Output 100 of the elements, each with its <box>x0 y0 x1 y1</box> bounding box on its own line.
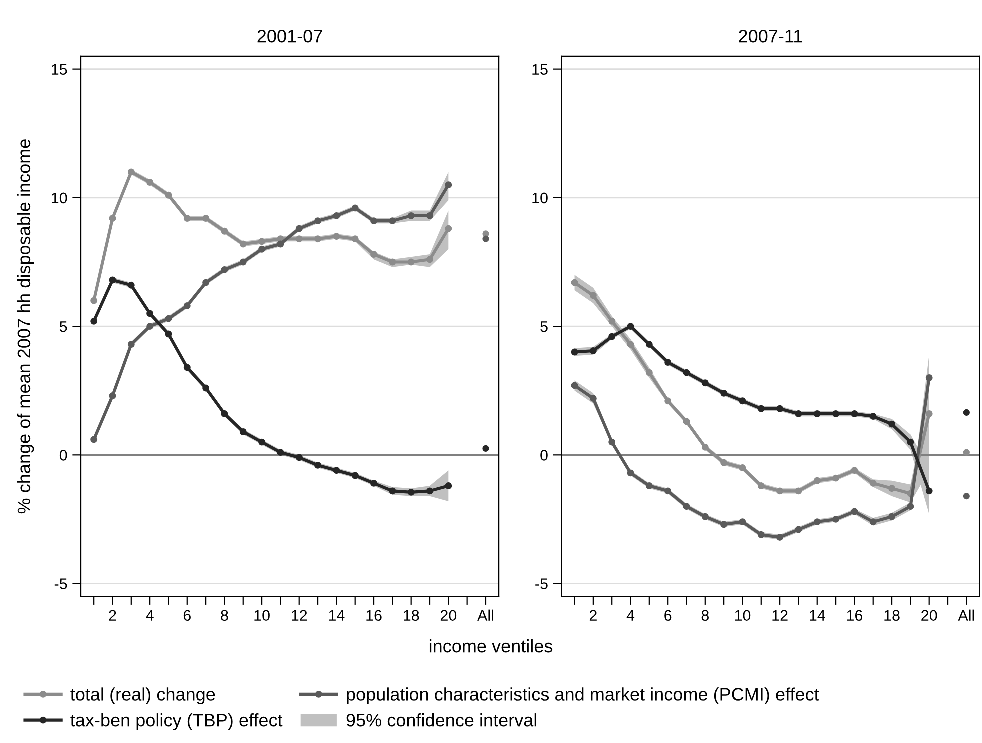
point <box>426 212 434 220</box>
point <box>277 240 284 248</box>
point <box>165 315 172 322</box>
chart-title: 2001-07 <box>258 30 322 43</box>
point <box>277 449 284 456</box>
point <box>571 348 578 356</box>
legend-label: total (real) change <box>70 688 216 704</box>
point <box>165 192 172 199</box>
point <box>832 410 840 418</box>
x-tick-label: 18 <box>404 610 420 622</box>
point <box>184 302 191 310</box>
point <box>370 251 378 258</box>
point <box>408 488 415 496</box>
point <box>333 233 340 240</box>
point <box>258 238 266 246</box>
point <box>702 380 709 387</box>
x-tick-label: 20 <box>440 610 457 622</box>
point <box>90 318 98 325</box>
point <box>814 518 821 526</box>
x-tick-label: 10 <box>735 610 751 622</box>
point <box>814 410 821 418</box>
point <box>240 240 247 248</box>
point <box>664 359 672 366</box>
point <box>758 405 765 412</box>
point <box>408 212 415 220</box>
point <box>963 409 970 416</box>
x-tick-label: 6 <box>664 610 672 622</box>
point <box>590 292 597 300</box>
x-tick-label: 8 <box>702 610 709 622</box>
point <box>202 215 210 222</box>
point <box>146 310 154 318</box>
point <box>758 531 765 538</box>
x-tick-label: 18 <box>884 610 900 622</box>
x-tick-label: 4 <box>626 610 635 621</box>
point <box>482 236 490 242</box>
point <box>221 266 228 274</box>
point <box>296 225 303 232</box>
point <box>739 518 746 526</box>
point <box>165 330 172 338</box>
point <box>926 488 933 495</box>
y-tick-label: -5 <box>54 578 68 590</box>
x-tick-label: 20 <box>922 610 938 622</box>
point <box>963 493 970 500</box>
point <box>926 374 933 382</box>
legend-label: population characteristics and market income (PCMI) effect <box>347 688 820 704</box>
x-tick-label: 8 <box>221 610 228 622</box>
point <box>128 341 135 348</box>
point <box>776 405 784 412</box>
point <box>795 488 802 495</box>
y-tick-label: -5 <box>536 578 548 590</box>
point <box>702 444 709 451</box>
point <box>445 482 452 490</box>
point <box>370 480 378 487</box>
point <box>296 454 303 462</box>
point <box>314 218 322 225</box>
point <box>888 420 896 428</box>
point <box>590 348 597 354</box>
point <box>814 477 821 484</box>
point <box>739 464 746 472</box>
point <box>627 470 634 477</box>
point <box>258 438 266 446</box>
point <box>870 413 877 420</box>
point <box>333 212 340 220</box>
x-tick-label: 2 <box>109 610 116 621</box>
point <box>221 228 228 235</box>
point <box>739 398 746 405</box>
point <box>445 182 452 189</box>
point <box>352 472 359 480</box>
point <box>664 488 672 495</box>
point <box>370 218 378 225</box>
x-tick-label: All <box>958 610 974 621</box>
x-tick-label: 14 <box>810 610 826 621</box>
point <box>128 168 135 176</box>
point <box>832 474 840 482</box>
point <box>795 526 802 534</box>
point <box>851 410 858 418</box>
point <box>646 369 653 376</box>
point <box>146 179 154 186</box>
point <box>702 513 709 520</box>
y-tick-label: 10 <box>52 192 68 204</box>
point <box>240 258 247 266</box>
point <box>683 503 690 510</box>
x-tick-label: 12 <box>772 610 788 621</box>
point <box>202 279 210 286</box>
point <box>832 516 840 523</box>
y-tick-label: 0 <box>60 450 68 461</box>
x-tick-label: 10 <box>254 610 270 622</box>
point <box>888 513 896 520</box>
point <box>128 282 135 289</box>
point <box>109 392 116 400</box>
point <box>776 534 784 541</box>
point <box>482 230 490 238</box>
point <box>720 459 728 466</box>
point <box>795 410 802 418</box>
point <box>146 323 154 330</box>
point <box>90 297 98 304</box>
point <box>184 364 191 372</box>
y-tick-label: 10 <box>532 192 548 204</box>
point <box>926 410 933 418</box>
point <box>571 279 578 286</box>
